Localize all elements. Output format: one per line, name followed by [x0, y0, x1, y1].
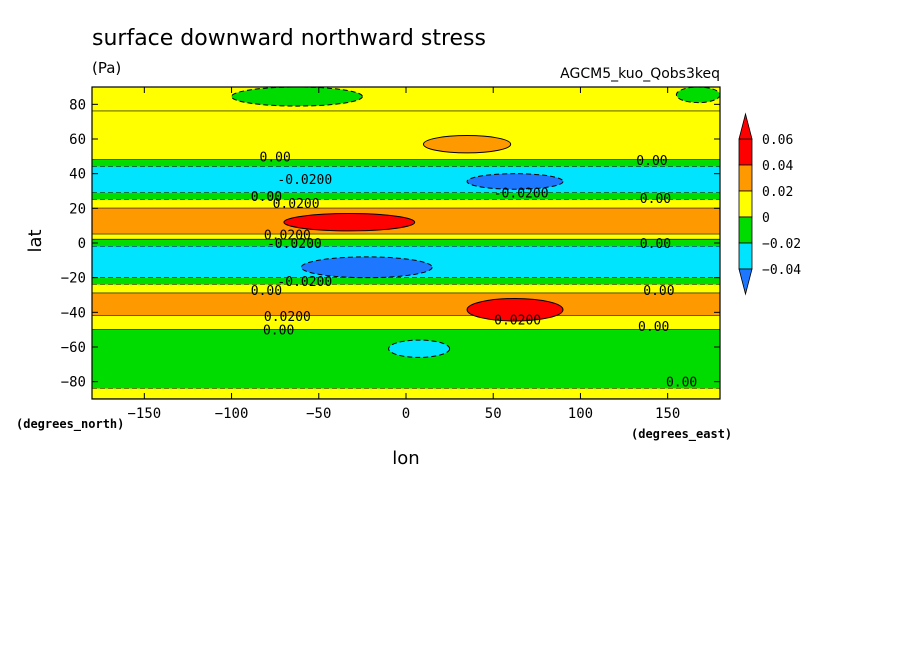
contour-feature	[466, 173, 564, 190]
x-axis: −150 −100 −50 0 50 100 150	[127, 87, 680, 422]
y-tick-label: 0	[78, 236, 86, 252]
contour-feature	[300, 256, 433, 279]
colorbar: 0.06 0.04 0.02 0 −0.02 −0.04	[738, 112, 801, 296]
plot-area: 0.00-0.02000.000.02000.0200-0.0200-0.020…	[91, 86, 721, 400]
contour-feature	[388, 339, 451, 358]
colorbar-upper-arrow	[738, 112, 753, 140]
contour-band	[92, 293, 720, 316]
x-tick-label: −150	[127, 406, 161, 422]
contour-band	[92, 234, 720, 240]
contour-band	[92, 315, 720, 330]
contour-band	[92, 329, 720, 389]
dataset-name: AGCM5_kuo_Qobs3keq	[560, 66, 720, 82]
x-tick-label: −50	[306, 406, 331, 422]
contour-label: 0.00	[260, 150, 291, 165]
contour-feature	[231, 87, 363, 107]
colorbar-segment	[738, 242, 753, 270]
contour-band	[92, 111, 720, 160]
contour-band	[92, 192, 720, 200]
contour-feature	[675, 87, 720, 104]
colorbar-label: 0.04	[762, 159, 793, 174]
contour-label: 0.00	[636, 154, 667, 169]
contour-band	[92, 166, 720, 193]
y-tick-label: −40	[61, 305, 86, 321]
colorbar-label: 0.06	[762, 133, 793, 148]
contour-band	[92, 277, 720, 285]
y-tick-label: 40	[69, 167, 86, 183]
x-tick-label: 150	[655, 406, 680, 422]
colorbar-segment	[738, 216, 753, 244]
y-axis-label: lat	[25, 229, 46, 252]
contour-label: 0.0200	[264, 228, 311, 243]
contour-label: 0.0200	[273, 197, 320, 212]
contour-label: 0.0200	[264, 310, 311, 325]
contour-label: 0.0200	[494, 313, 541, 328]
contour-band	[92, 284, 720, 294]
colorbar-label: 0	[762, 211, 770, 226]
contour-label: 0.00	[263, 324, 294, 339]
chart-title: surface downward northward stress	[92, 26, 486, 51]
contour-label: -0.0200	[277, 275, 332, 290]
contour-band	[92, 199, 720, 209]
colorbar-label: −0.02	[762, 237, 801, 252]
y-tick-label: −80	[61, 375, 86, 391]
y-axis: −80 −60 −40 −20 0 20 40 60 80	[61, 97, 720, 391]
contour-feature	[466, 297, 564, 322]
contour-label: 0.00	[643, 284, 674, 299]
y-tick-label: 80	[69, 97, 86, 113]
colorbar-lower-arrow	[738, 268, 753, 296]
contour-label: 0.00	[251, 284, 282, 299]
contour-label: -0.0200	[494, 187, 549, 202]
colorbar-segment	[738, 190, 753, 218]
y-axis-units: (degrees_north)	[16, 417, 124, 432]
x-tick-label: 0	[402, 406, 410, 422]
x-axis-label: lon	[392, 448, 419, 469]
colorbar-segment	[738, 164, 753, 192]
x-tick-label: −100	[215, 406, 249, 422]
x-tick-label: 100	[568, 406, 593, 422]
y-tick-label: 60	[69, 132, 86, 148]
contour-label: 0.00	[640, 237, 671, 252]
y-tick-label: 20	[69, 201, 86, 217]
contour-label: 0.00	[638, 320, 669, 335]
contour-feature	[283, 213, 416, 232]
contour-label: 0.00	[251, 190, 282, 205]
contour-band	[92, 239, 720, 247]
colorbar-label: −0.04	[762, 263, 801, 278]
chart-units: (Pa)	[92, 59, 121, 77]
contour-label: 0.00	[640, 192, 671, 207]
contour-band	[92, 159, 720, 167]
x-axis-units: (degrees_east)	[631, 427, 732, 442]
contour-label: -0.0200	[267, 237, 322, 252]
contour-label: -0.0200	[277, 173, 332, 188]
y-tick-label: −60	[61, 340, 86, 356]
contour-feature	[422, 135, 512, 154]
contour-label: 0.00	[666, 376, 697, 391]
x-tick-label: 50	[485, 406, 502, 422]
y-tick-label: −20	[61, 271, 86, 287]
colorbar-segment	[738, 138, 753, 166]
colorbar-label: 0.02	[762, 185, 793, 200]
